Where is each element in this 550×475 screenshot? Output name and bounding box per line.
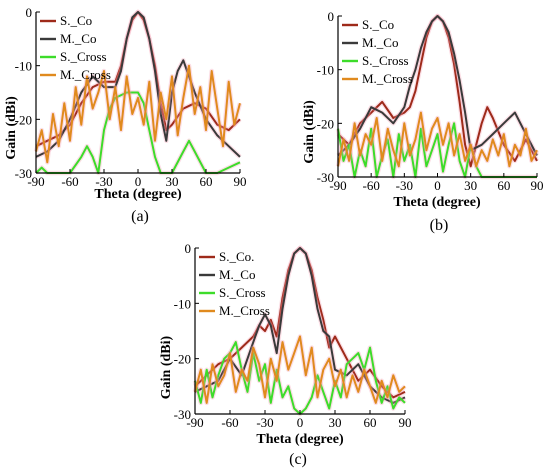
y-axis-label: Gain (dBi) (4, 96, 19, 160)
y-axis-label: Gain (dBi) (159, 335, 174, 399)
x-tick-label: 90 (531, 178, 544, 193)
y-tick-label: -20 (15, 112, 32, 127)
y-axis-label: Gain (dBi) (302, 100, 317, 164)
legend-label: S._Cross (219, 285, 266, 300)
x-tick-label: -90 (186, 415, 203, 430)
x-tick-label: 90 (234, 174, 247, 189)
x-tick-label: 30 (464, 178, 477, 193)
x-tick-label: -60 (61, 174, 78, 189)
x-tick-label: 0 (297, 415, 304, 430)
legend-label: S._Co. (219, 249, 254, 264)
legend-label: S._Co (60, 13, 92, 28)
series-line-4 (337, 111, 538, 168)
legend-label: S._Co (362, 17, 394, 32)
legend-label: M._Cross (60, 67, 111, 82)
series-line-4 (35, 64, 241, 164)
y-tick-label: -20 (317, 116, 334, 131)
x-tick-label: -30 (95, 174, 112, 189)
legend: S._Co. M._Co S._Cross M._Cross (199, 249, 270, 318)
chart-panel-2: -90 -60 -30 0 30 60 90 0 -10 -20 -30 Theta (degree)… (302, 9, 544, 234)
x-axis-label: Theta (degree) (94, 187, 182, 202)
panel-label: (c) (289, 451, 307, 468)
series-line-4 (194, 335, 406, 404)
x-tick-label: 0 (434, 178, 441, 193)
y-tick-label: 0 (185, 241, 192, 256)
y-tick-label: -30 (317, 170, 334, 185)
y-tick-label: -10 (317, 63, 334, 78)
x-tick-label: -30 (256, 415, 273, 430)
x-tick-label: -90 (329, 178, 346, 193)
legend-label: S._Cross (60, 49, 107, 64)
y-tick-label: 0 (328, 9, 335, 24)
legend: S._Co M._Co S._Cross M._Cross (40, 13, 111, 82)
series-glow (192, 339, 407, 417)
x-tick-label: -90 (27, 174, 44, 189)
x-tick-label: -60 (221, 415, 238, 430)
legend-label: M._Cross (219, 303, 270, 318)
series-line-2 (194, 247, 406, 404)
legend-label: M._Co (60, 31, 96, 46)
x-tick-label: -60 (362, 178, 379, 193)
y-tick-label: -10 (15, 59, 32, 74)
x-tick-label: 60 (497, 178, 510, 193)
series-line-3 (35, 91, 241, 174)
x-tick-label: 0 (135, 174, 142, 189)
legend-label: M._Cross (362, 71, 413, 86)
y-tick-label: -20 (174, 352, 191, 367)
legend: S._Co M._Co S._Cross M._Cross (342, 17, 413, 86)
chart-panel-3: -90 -60 -30 0 30 60 90 0 -10 -20 -30 Theta (degree)… (159, 241, 412, 468)
legend-label: S._Cross (362, 53, 409, 68)
panel-label: (a) (131, 208, 149, 225)
y-tick-label: -30 (15, 166, 32, 181)
y-tick-label: 0 (26, 5, 33, 20)
series-line-2 (337, 15, 538, 157)
legend-label: M._Co (219, 267, 255, 282)
x-tick-label: -30 (396, 178, 413, 193)
x-tick-label: 60 (200, 174, 213, 189)
x-tick-label: 30 (166, 174, 179, 189)
x-tick-label: 30 (329, 415, 342, 430)
y-tick-label: -10 (174, 296, 191, 311)
x-tick-label: 60 (364, 415, 377, 430)
x-tick-label: 90 (399, 415, 412, 430)
x-axis-label: Theta (degree) (256, 432, 344, 447)
panel-label: (b) (430, 217, 449, 234)
legend-label: M._Co (362, 35, 398, 50)
x-axis-label: Theta (degree) (393, 195, 481, 210)
series-line-2 (35, 11, 241, 158)
y-tick-label: -30 (174, 407, 191, 422)
